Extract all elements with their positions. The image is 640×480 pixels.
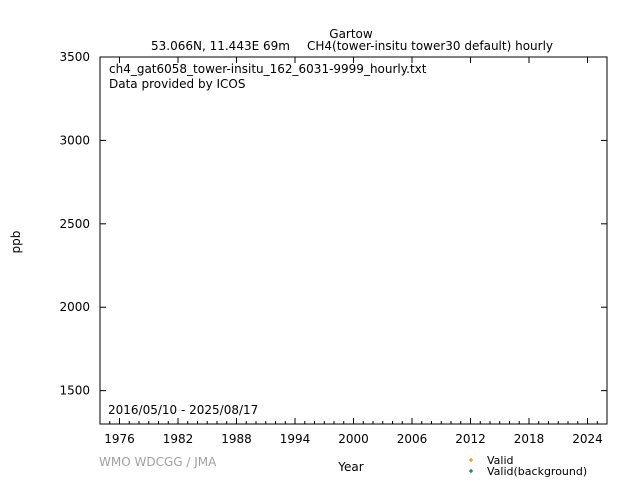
x-tick-label: 2018 xyxy=(514,432,545,446)
y-tick-label: 3000 xyxy=(59,133,90,147)
x-tick-label: 1994 xyxy=(280,432,311,446)
legend: Valid Valid(background) xyxy=(468,454,587,478)
chart-subtitle-parameter: CH4(tower-insitu tower30 default) hourly xyxy=(307,39,553,53)
legend-label-valid: Valid xyxy=(487,454,514,467)
y-tick-label: 3500 xyxy=(59,50,90,64)
y-tick-label: 2000 xyxy=(59,300,90,314)
x-tick-label: 2006 xyxy=(397,432,428,446)
x-tick-label: 1982 xyxy=(163,432,194,446)
annotation-provider: Data provided by ICOS xyxy=(109,77,245,91)
x-axis-label: Year xyxy=(337,460,363,474)
annotation-period: 2016/05/10 - 2025/08/17 xyxy=(108,403,258,417)
chart-subtitle-location: 53.066N, 11.443E 69m xyxy=(151,39,290,53)
x-tick-label: 1988 xyxy=(221,432,252,446)
y-tick-label: 1500 xyxy=(59,384,90,398)
y-axis-label: ppb xyxy=(9,231,23,254)
x-tick-label: 1976 xyxy=(104,432,135,446)
y-axis: 1500 2000 2500 3000 3500 xyxy=(59,50,607,398)
legend-marker-valid-background xyxy=(468,468,474,474)
legend-label-valid-background: Valid(background) xyxy=(487,465,587,478)
x-tick-label: 2000 xyxy=(338,432,369,446)
annotation-file: ch4_gat6058_tower-insitu_162_6031-9999_h… xyxy=(109,62,427,76)
x-tick-label: 2012 xyxy=(455,432,486,446)
plot-frame xyxy=(99,56,608,425)
y-tick-label: 2500 xyxy=(59,217,90,231)
x-axis: 1976 1982 1988 1994 2000 2006 2012 2018 2024 xyxy=(104,57,603,446)
credit-text: WMO WDCGG / JMA xyxy=(99,455,217,469)
chart-title: Gartow xyxy=(329,27,373,41)
legend-marker-valid xyxy=(468,457,474,463)
x-tick-label: 2024 xyxy=(572,432,603,446)
